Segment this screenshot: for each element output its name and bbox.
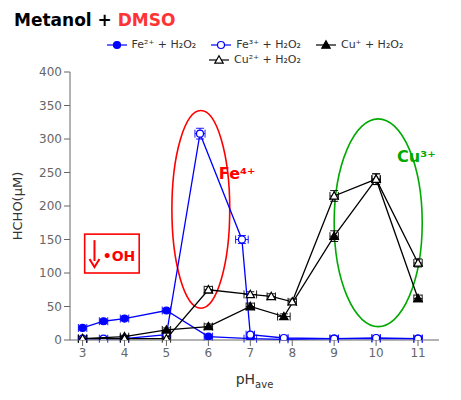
svg-text:•OH: •OH (103, 248, 136, 264)
html-text:Cu⁺ + H₂O₂: Cu⁺ + H₂O₂ (341, 38, 404, 51)
svg-text:6: 6 (205, 346, 213, 360)
svg-text:300: 300 (39, 132, 62, 146)
svg-text:3: 3 (79, 346, 87, 360)
html-text:pHave: pHave (235, 371, 274, 390)
svg-text:Fe⁴⁺: Fe⁴⁺ (219, 164, 256, 183)
svg-text:8: 8 (288, 346, 296, 360)
svg-text:10: 10 (368, 346, 383, 360)
svg-text:0: 0 (54, 333, 62, 347)
svg-text:400: 400 (39, 65, 62, 79)
html-text:Cu²⁺ + H₂O₂: Cu²⁺ + H₂O₂ (234, 53, 301, 66)
svg-text:200: 200 (39, 199, 62, 213)
html-text:Fe³⁺ + H₂O₂: Fe³⁺ + H₂O₂ (236, 38, 301, 51)
svg-text:250: 250 (39, 166, 62, 180)
svg-text:50: 50 (47, 300, 62, 314)
svg-text:5: 5 (163, 346, 171, 360)
svg-text:350: 350 (39, 99, 62, 113)
svg-text:7: 7 (246, 346, 254, 360)
svg-text:100: 100 (39, 266, 62, 280)
svg-text:150: 150 (39, 233, 62, 247)
svg-text:9: 9 (330, 346, 338, 360)
svg-text:4: 4 (121, 346, 129, 360)
svg-text:HCHO(μM): HCHO(μM) (10, 172, 25, 241)
svg-text:11: 11 (410, 346, 425, 360)
svg-text:Cu³⁺: Cu³⁺ (397, 147, 436, 166)
html-text:Fe²⁺ + H₂O₂: Fe²⁺ + H₂O₂ (131, 38, 197, 51)
html-text:Metanol + DMSO: Metanol + DMSO (14, 10, 176, 30)
